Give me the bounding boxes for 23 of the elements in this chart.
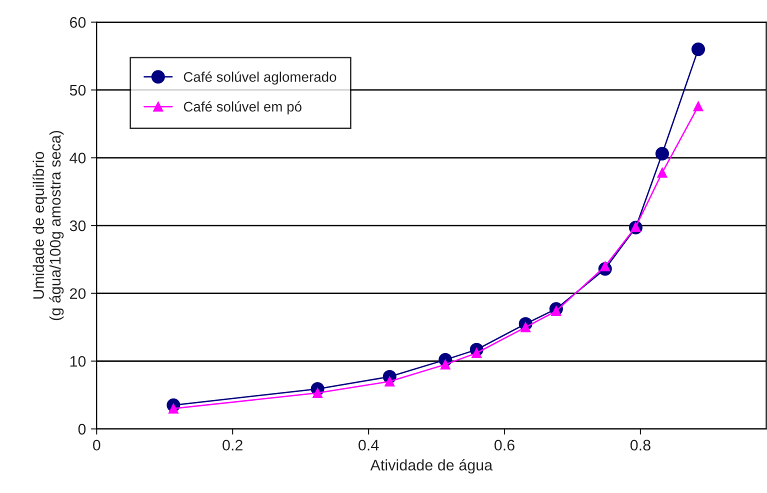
y-tick-label: 50 bbox=[70, 84, 86, 96]
y-tick-label: 30 bbox=[70, 220, 86, 232]
point bbox=[693, 101, 704, 112]
point bbox=[312, 388, 323, 398]
y-tick-label: 0 bbox=[78, 424, 86, 435]
y-tick-label: 20 bbox=[70, 288, 86, 300]
point bbox=[472, 348, 482, 358]
x-tick-label: 0.2 bbox=[222, 440, 242, 451]
point bbox=[655, 146, 669, 160]
point bbox=[691, 42, 706, 56]
x-tick-label: 0.4 bbox=[358, 440, 379, 451]
legend-label: Café solúvel em pó bbox=[184, 101, 302, 114]
point bbox=[657, 168, 668, 178]
legend-label: Café solúvel aglomerado bbox=[184, 71, 336, 85]
x-axis-title: Atividade de água bbox=[370, 459, 493, 474]
x-tick-label: 0.6 bbox=[494, 440, 514, 451]
point bbox=[440, 359, 450, 370]
y-tick-label: 40 bbox=[70, 152, 86, 164]
y-tick-label: 10 bbox=[70, 356, 86, 367]
x-tick-label: 0.8 bbox=[630, 440, 650, 451]
y-tick-label: 60 bbox=[70, 17, 86, 28]
y-axis-title: Umidade de equilíbrio (g água/100g amostra seca) bbox=[32, 130, 64, 320]
x-tick-label: 0 bbox=[92, 440, 100, 451]
